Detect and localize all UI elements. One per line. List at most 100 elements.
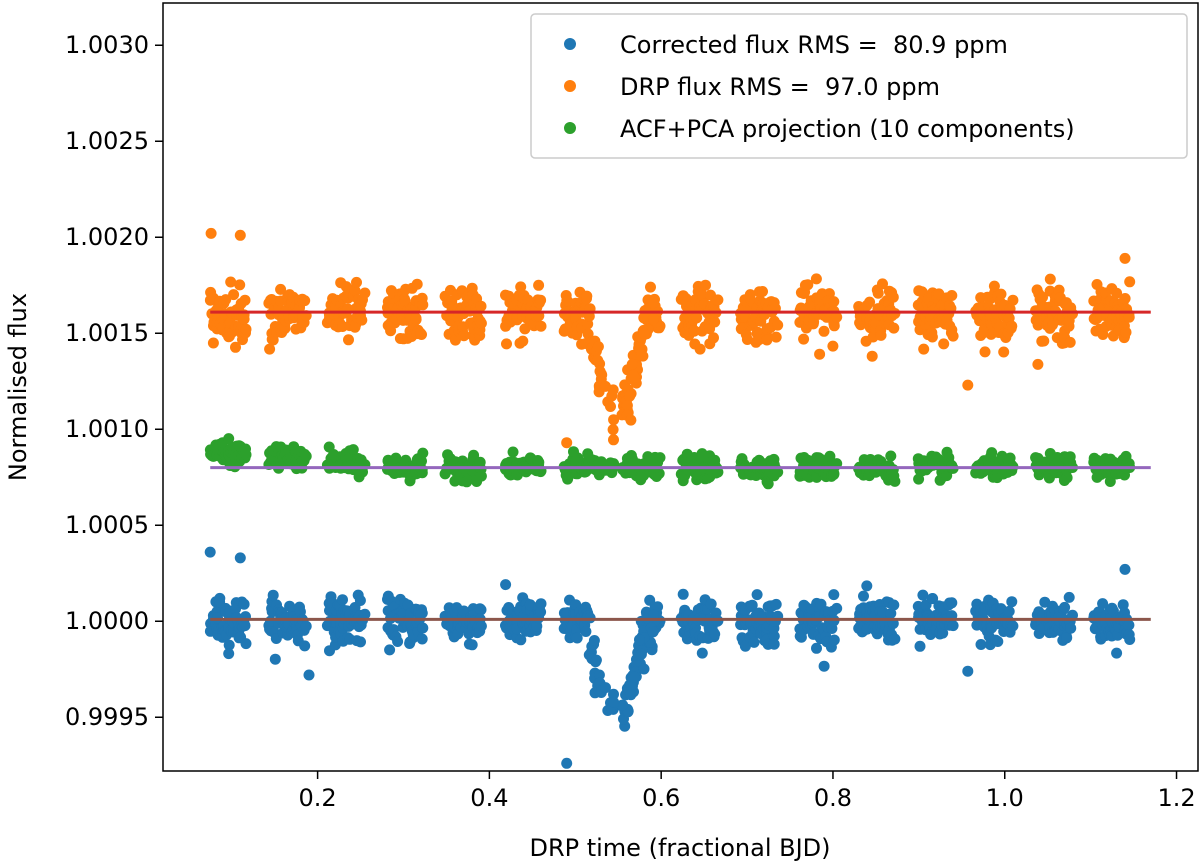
- data-point: [986, 447, 998, 459]
- legend-marker-corrected: [564, 38, 576, 50]
- data-point: [607, 424, 619, 436]
- data-point: [739, 640, 751, 652]
- data-point: [814, 348, 826, 360]
- data-point: [223, 648, 235, 660]
- data-point: [474, 456, 486, 468]
- data-point: [638, 312, 650, 324]
- data-point: [1065, 622, 1077, 634]
- data-point: [1097, 598, 1109, 610]
- data-point: [384, 644, 396, 656]
- x-tick-label: 1.2: [1157, 784, 1195, 812]
- data-point: [937, 627, 949, 639]
- data-point: [475, 300, 487, 312]
- data-point: [600, 380, 611, 392]
- data-point: [1124, 276, 1136, 288]
- x-tick-label: 0.6: [642, 784, 680, 812]
- data-point: [605, 401, 616, 412]
- data-point: [712, 615, 724, 627]
- data-point: [392, 636, 404, 647]
- data-point: [887, 291, 899, 303]
- data-point: [762, 478, 774, 490]
- data-point: [592, 354, 604, 366]
- data-point: [828, 589, 840, 601]
- data-point: [748, 636, 760, 648]
- y-axis-label: Normalised flux: [4, 293, 32, 481]
- data-point: [625, 414, 637, 426]
- data-point: [264, 343, 276, 355]
- data-point: [885, 607, 897, 619]
- fit-lines: [210, 310, 1151, 621]
- data-point: [638, 327, 650, 339]
- data-point: [588, 635, 600, 646]
- data-point: [877, 278, 888, 290]
- data-point: [768, 453, 780, 465]
- outlier-point: [962, 379, 974, 391]
- data-point: [741, 334, 753, 345]
- data-point: [888, 322, 900, 334]
- data-point: [621, 400, 633, 411]
- data-point: [299, 640, 311, 652]
- data-point: [1119, 293, 1131, 304]
- data-point: [1067, 308, 1078, 320]
- data-point: [300, 450, 312, 462]
- data-point: [581, 290, 593, 302]
- data-point: [798, 333, 810, 345]
- data-point: [343, 334, 354, 346]
- data-point: [561, 295, 573, 307]
- data-point: [616, 699, 628, 711]
- data-point: [230, 341, 241, 353]
- data-point: [571, 632, 583, 644]
- data-point: [415, 609, 426, 621]
- data-point: [828, 296, 840, 308]
- data-point: [770, 331, 782, 343]
- x-tick-label: 0.4: [470, 784, 508, 812]
- y-tick-label: 1.0010: [65, 415, 149, 443]
- data-point: [1006, 596, 1018, 608]
- data-point: [1123, 619, 1135, 631]
- data-point: [772, 466, 784, 478]
- data-point: [634, 342, 645, 354]
- data-point: [1037, 291, 1048, 303]
- legend-box: [530, 13, 1188, 159]
- data-point: [207, 337, 219, 349]
- data-point: [1123, 311, 1135, 323]
- outlier-point: [234, 229, 246, 241]
- data-point: [709, 316, 721, 328]
- data-point: [946, 290, 958, 301]
- data-point: [625, 689, 637, 701]
- legend-label-acf-pca: ACF+PCA projection (10 components): [620, 115, 1075, 143]
- data-point: [746, 599, 758, 611]
- data-point: [517, 335, 529, 347]
- data-point: [638, 663, 650, 675]
- data-point: [238, 313, 250, 325]
- data-point: [1120, 326, 1132, 338]
- data-point: [515, 634, 527, 646]
- data-point: [802, 279, 814, 291]
- outlier-point: [234, 552, 246, 564]
- outlier-point: [303, 669, 315, 681]
- data-point: [590, 654, 602, 666]
- data-point: [947, 620, 959, 632]
- data-point: [647, 297, 659, 309]
- data-point: [1111, 647, 1123, 659]
- data-point: [410, 314, 422, 326]
- data-point: [831, 311, 843, 323]
- data-point: [648, 609, 659, 621]
- data-point: [592, 341, 604, 353]
- data-point: [828, 634, 840, 646]
- data-point: [608, 688, 619, 700]
- outlier-point: [204, 546, 216, 558]
- data-point: [1044, 273, 1056, 285]
- data-point: [975, 639, 987, 650]
- data-point: [712, 466, 724, 478]
- data-point: [531, 620, 543, 632]
- data-point: [417, 622, 429, 634]
- data-point: [708, 332, 719, 344]
- data-point: [299, 295, 311, 307]
- data-point: [228, 289, 240, 301]
- data-point: [507, 446, 519, 458]
- y-tick-label: 1.0005: [65, 511, 149, 539]
- data-point: [938, 338, 950, 350]
- data-point: [648, 313, 659, 325]
- data-point: [988, 280, 1000, 292]
